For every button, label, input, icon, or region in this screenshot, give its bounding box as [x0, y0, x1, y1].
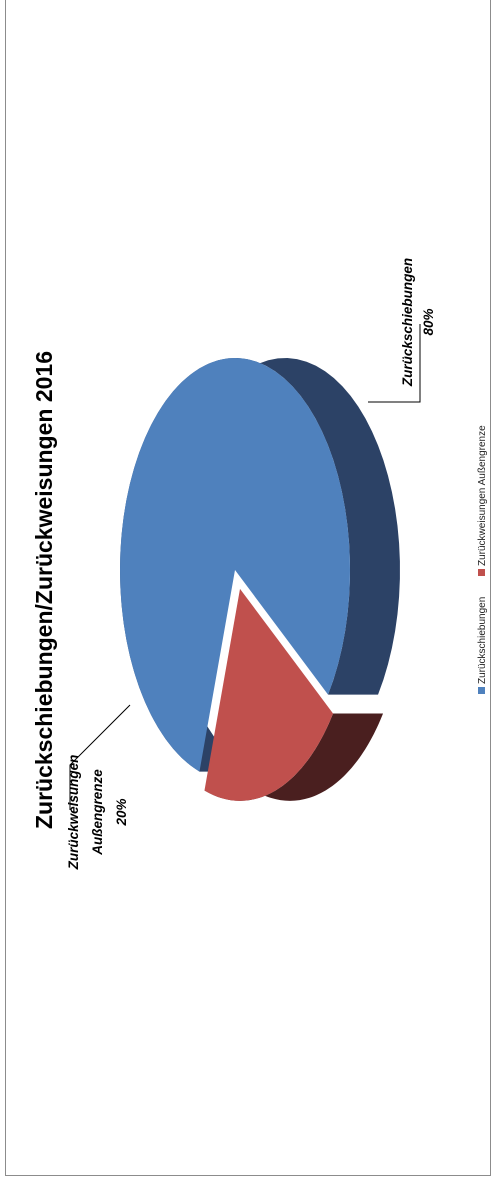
data-label-name-zurueckschiebungen: Zurückschiebungen — [400, 258, 415, 387]
data-label-name-zurueckweisungen-line1: Zurückweisungen — [66, 755, 81, 871]
chart-frame — [5, 0, 491, 1176]
data-label-value-zurueckweisungen: 20% — [114, 798, 129, 826]
data-label-value-zurueckschiebungen: 80% — [421, 308, 436, 335]
pie-slice-zur-ckschiebungen — [119, 358, 350, 772]
legend-entry-zurueckschiebungen: Zurückschiebungen — [477, 597, 488, 684]
chart-title: Zurückschiebungen/Zurückweisungen 2016 — [31, 351, 57, 829]
legend-swatch-zurueckschiebungen — [478, 687, 485, 694]
data-label-name-zurueckweisungen-line2: Außengrenze — [90, 769, 105, 856]
legend: Zurückschiebungen Zurückweisungen Außeng… — [477, 425, 488, 694]
pie-slice-side-zur-ckweisungen-au-engrenze — [204, 713, 384, 801]
legend-swatch-zurueckweisungen — [478, 569, 485, 576]
pie-group — [119, 358, 400, 801]
leader-line-zurueckweisungen — [69, 704, 131, 810]
pie-slice-zur-ckweisungen-au-engrenze — [204, 588, 334, 801]
legend-entry-zurueckweisungen: Zurückweisungen Außengrenze — [477, 425, 488, 566]
leader-line-zurueckschiebungen — [368, 324, 421, 403]
